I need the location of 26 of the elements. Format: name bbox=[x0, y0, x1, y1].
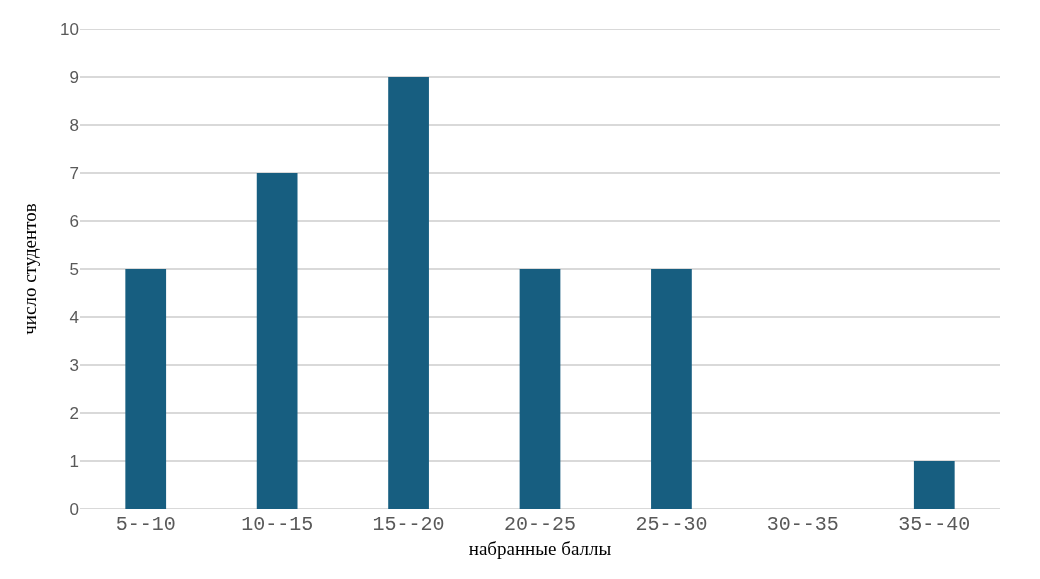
y-tick-label: 1 bbox=[69, 451, 79, 471]
x-tick-label: 15--20 bbox=[372, 513, 445, 536]
x-tick-label: 20--25 bbox=[503, 513, 577, 536]
bar bbox=[125, 269, 167, 509]
y-tick-label: 2 bbox=[69, 403, 79, 423]
y-tick-label: 6 bbox=[69, 211, 79, 231]
x-tick-label: 10--15 bbox=[241, 513, 314, 536]
bar bbox=[388, 77, 429, 509]
y-tick-label: 0 bbox=[69, 499, 79, 519]
x-tick-label: 25--30 bbox=[635, 513, 708, 536]
y-tick-label: 4 bbox=[69, 307, 79, 327]
bar bbox=[913, 461, 955, 509]
y-tick-label: 9 bbox=[69, 67, 79, 87]
bar bbox=[519, 269, 561, 509]
y-tick-label: 3 bbox=[69, 355, 79, 375]
y-tick-label: 5 bbox=[69, 259, 79, 279]
y-tick-label: 8 bbox=[69, 115, 79, 135]
x-tick-label: 5--10 bbox=[115, 513, 176, 536]
x-tick-label: 35--40 bbox=[898, 513, 971, 536]
y-tick-label: 7 bbox=[69, 163, 79, 183]
y-tick-label: 10 bbox=[60, 19, 79, 39]
y-axis-title: число студентов bbox=[18, 203, 40, 335]
x-tick-label: 30--35 bbox=[766, 513, 839, 536]
bar bbox=[651, 269, 692, 509]
bar bbox=[256, 173, 298, 509]
x-axis-title: набранные баллы bbox=[468, 537, 612, 559]
